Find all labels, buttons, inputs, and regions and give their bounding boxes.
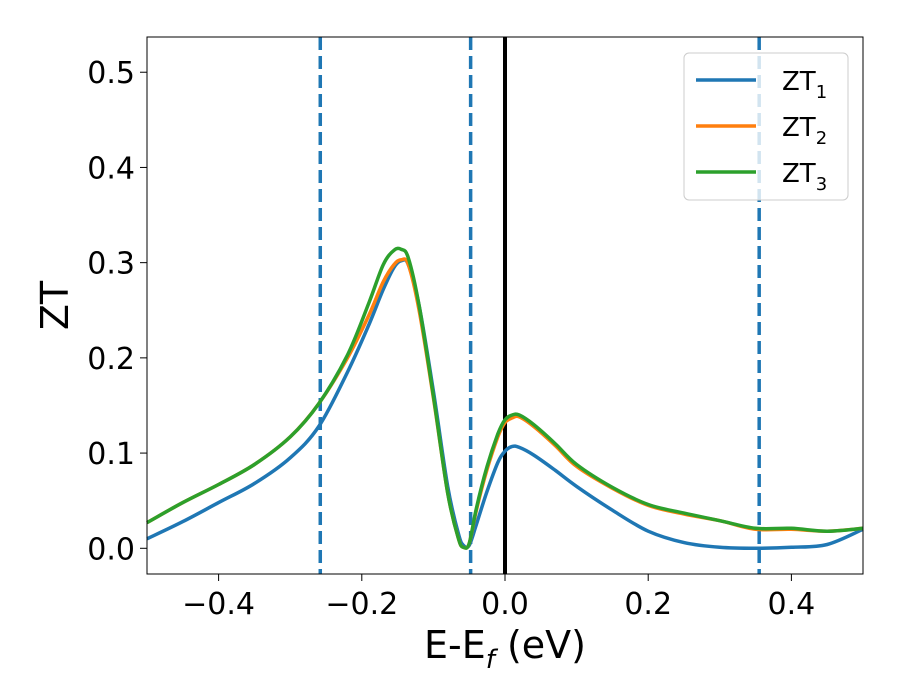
y-axis-label: ZT [33, 280, 77, 330]
y-tick-label: 0.2 [87, 342, 135, 377]
x-tick-label: 0.2 [624, 587, 672, 622]
reference-lines [318, 37, 761, 574]
x-axis-label-main: E-E [424, 623, 486, 667]
x-tick-label: 0.4 [768, 587, 816, 622]
x-axis-label: E-Ef (eV) [424, 623, 586, 675]
x-tick-label: −0.4 [182, 587, 255, 622]
x-tick-label: −0.2 [325, 587, 398, 622]
y-axis-ticks: 0.0 0.1 0.2 0.3 0.4 0.5 [87, 56, 147, 567]
x-axis-ticks: −0.4 −0.2 0.0 0.2 0.4 [182, 574, 815, 622]
series-line-3 [146, 246, 864, 550]
x-axis-label-unit: (eV) [495, 623, 586, 667]
y-tick-label: 0.4 [87, 151, 135, 186]
legend-label-2: ZT2 [782, 113, 827, 149]
legend-box [683, 52, 849, 201]
legend-label-1: ZT1 [782, 67, 827, 103]
y-tick-label: 0.0 [87, 532, 135, 567]
x-tick-label: 0.0 [481, 587, 529, 622]
legend: ZT1 ZT2 ZT3 [683, 52, 849, 201]
series-lines [146, 246, 864, 551]
y-tick-label: 0.5 [87, 56, 135, 91]
y-tick-label: 0.1 [87, 437, 135, 472]
legend-label-3: ZT3 [782, 159, 827, 195]
y-tick-label: 0.3 [87, 247, 135, 282]
